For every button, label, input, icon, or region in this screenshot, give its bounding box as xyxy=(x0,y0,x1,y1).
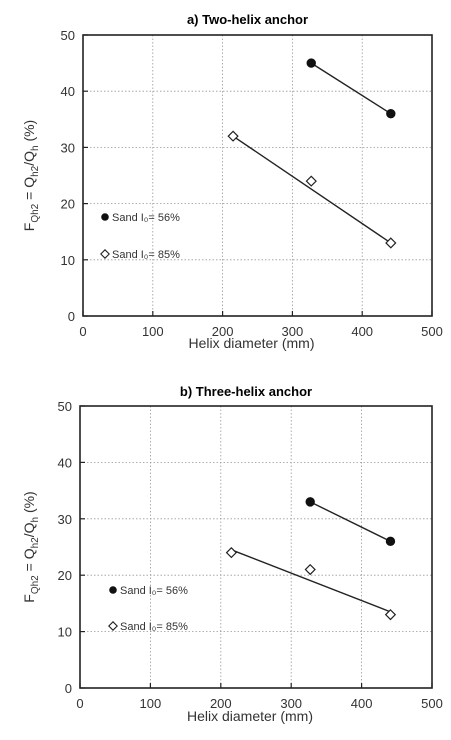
y-tick-label: 0 xyxy=(65,681,72,696)
series-sand-85: Sand I₀= 85% xyxy=(108,546,397,633)
y-tick-label: 0 xyxy=(68,309,75,324)
y-tick-label: 10 xyxy=(58,625,72,640)
x-tick-label: 400 xyxy=(351,696,373,711)
chart-three-helix: b) Three-helix anchor 0 100 200 300 400 500 0 10… xyxy=(21,384,443,724)
y-tick-label: 40 xyxy=(58,455,72,470)
legend-label: Sand I₀= 56% xyxy=(112,212,180,224)
x-tick-label: 400 xyxy=(351,324,373,339)
data-point xyxy=(305,497,315,507)
series-sand-56: Sand I₀= 56% xyxy=(109,497,396,597)
x-axis-label: Helix diameter (mm) xyxy=(188,335,314,351)
y-axis-label: FQh2​ = Qh2​/Qh​ (%) xyxy=(21,491,41,602)
data-point xyxy=(385,536,396,547)
y-tick-label: 50 xyxy=(58,399,72,414)
y-tick-label: 50 xyxy=(61,28,75,43)
data-point xyxy=(384,609,397,621)
x-tick-label: 100 xyxy=(142,324,164,339)
legend-marker xyxy=(109,586,117,594)
data-point xyxy=(385,237,397,249)
data-point xyxy=(306,58,316,68)
y-axis-label: FQh2​ = Qh2​/Qh​ (%) xyxy=(21,120,41,231)
legend-marker xyxy=(100,249,110,259)
x-tick-label: 0 xyxy=(76,696,83,711)
legend-label: Sand I₀= 56% xyxy=(120,585,188,597)
y-tick-label: 20 xyxy=(58,568,72,583)
data-point xyxy=(304,563,316,576)
legend-marker xyxy=(101,213,109,221)
y-tick-label: 40 xyxy=(61,84,75,99)
fit-line xyxy=(309,501,391,542)
chart-two-helix: a) Two-helix anchor 0 100 200 300 400 500 0 10 20… xyxy=(21,12,443,351)
y-tick-label: 20 xyxy=(61,197,75,212)
x-tick-label: 100 xyxy=(140,696,162,711)
plot-frame xyxy=(79,405,433,689)
chart-title: b) Three-helix anchor xyxy=(180,384,312,399)
data-point xyxy=(386,108,396,119)
x-axis-label: Helix diameter (mm) xyxy=(187,708,313,724)
data-point xyxy=(305,175,317,187)
x-tick-label: 0 xyxy=(79,324,86,339)
x-tick-label: 500 xyxy=(421,696,443,711)
data-point xyxy=(225,546,238,559)
fit-line xyxy=(231,549,391,613)
x-tick-label: 200 xyxy=(212,324,234,339)
legend-label: Sand I₀= 85% xyxy=(112,249,180,261)
chart-title: a) Two-helix anchor xyxy=(187,12,308,27)
fit-line xyxy=(310,62,392,115)
x-tick-label: 200 xyxy=(210,696,232,711)
y-tick-label: 30 xyxy=(58,512,72,527)
legend-marker xyxy=(108,621,118,631)
x-tick-label: 500 xyxy=(421,324,443,339)
data-point xyxy=(227,130,239,142)
x-tick-label: 300 xyxy=(282,324,304,339)
fit-line xyxy=(232,135,392,244)
x-tick-label: 300 xyxy=(280,696,302,711)
plot-frame xyxy=(82,34,433,317)
y-tick-label: 10 xyxy=(61,253,75,268)
series-sand-56: Sand I₀= 56% xyxy=(101,58,396,224)
legend-label: Sand I₀= 85% xyxy=(120,621,188,633)
y-tick-label: 30 xyxy=(61,140,75,155)
series-sand-85: Sand I₀= 85% xyxy=(100,130,397,261)
